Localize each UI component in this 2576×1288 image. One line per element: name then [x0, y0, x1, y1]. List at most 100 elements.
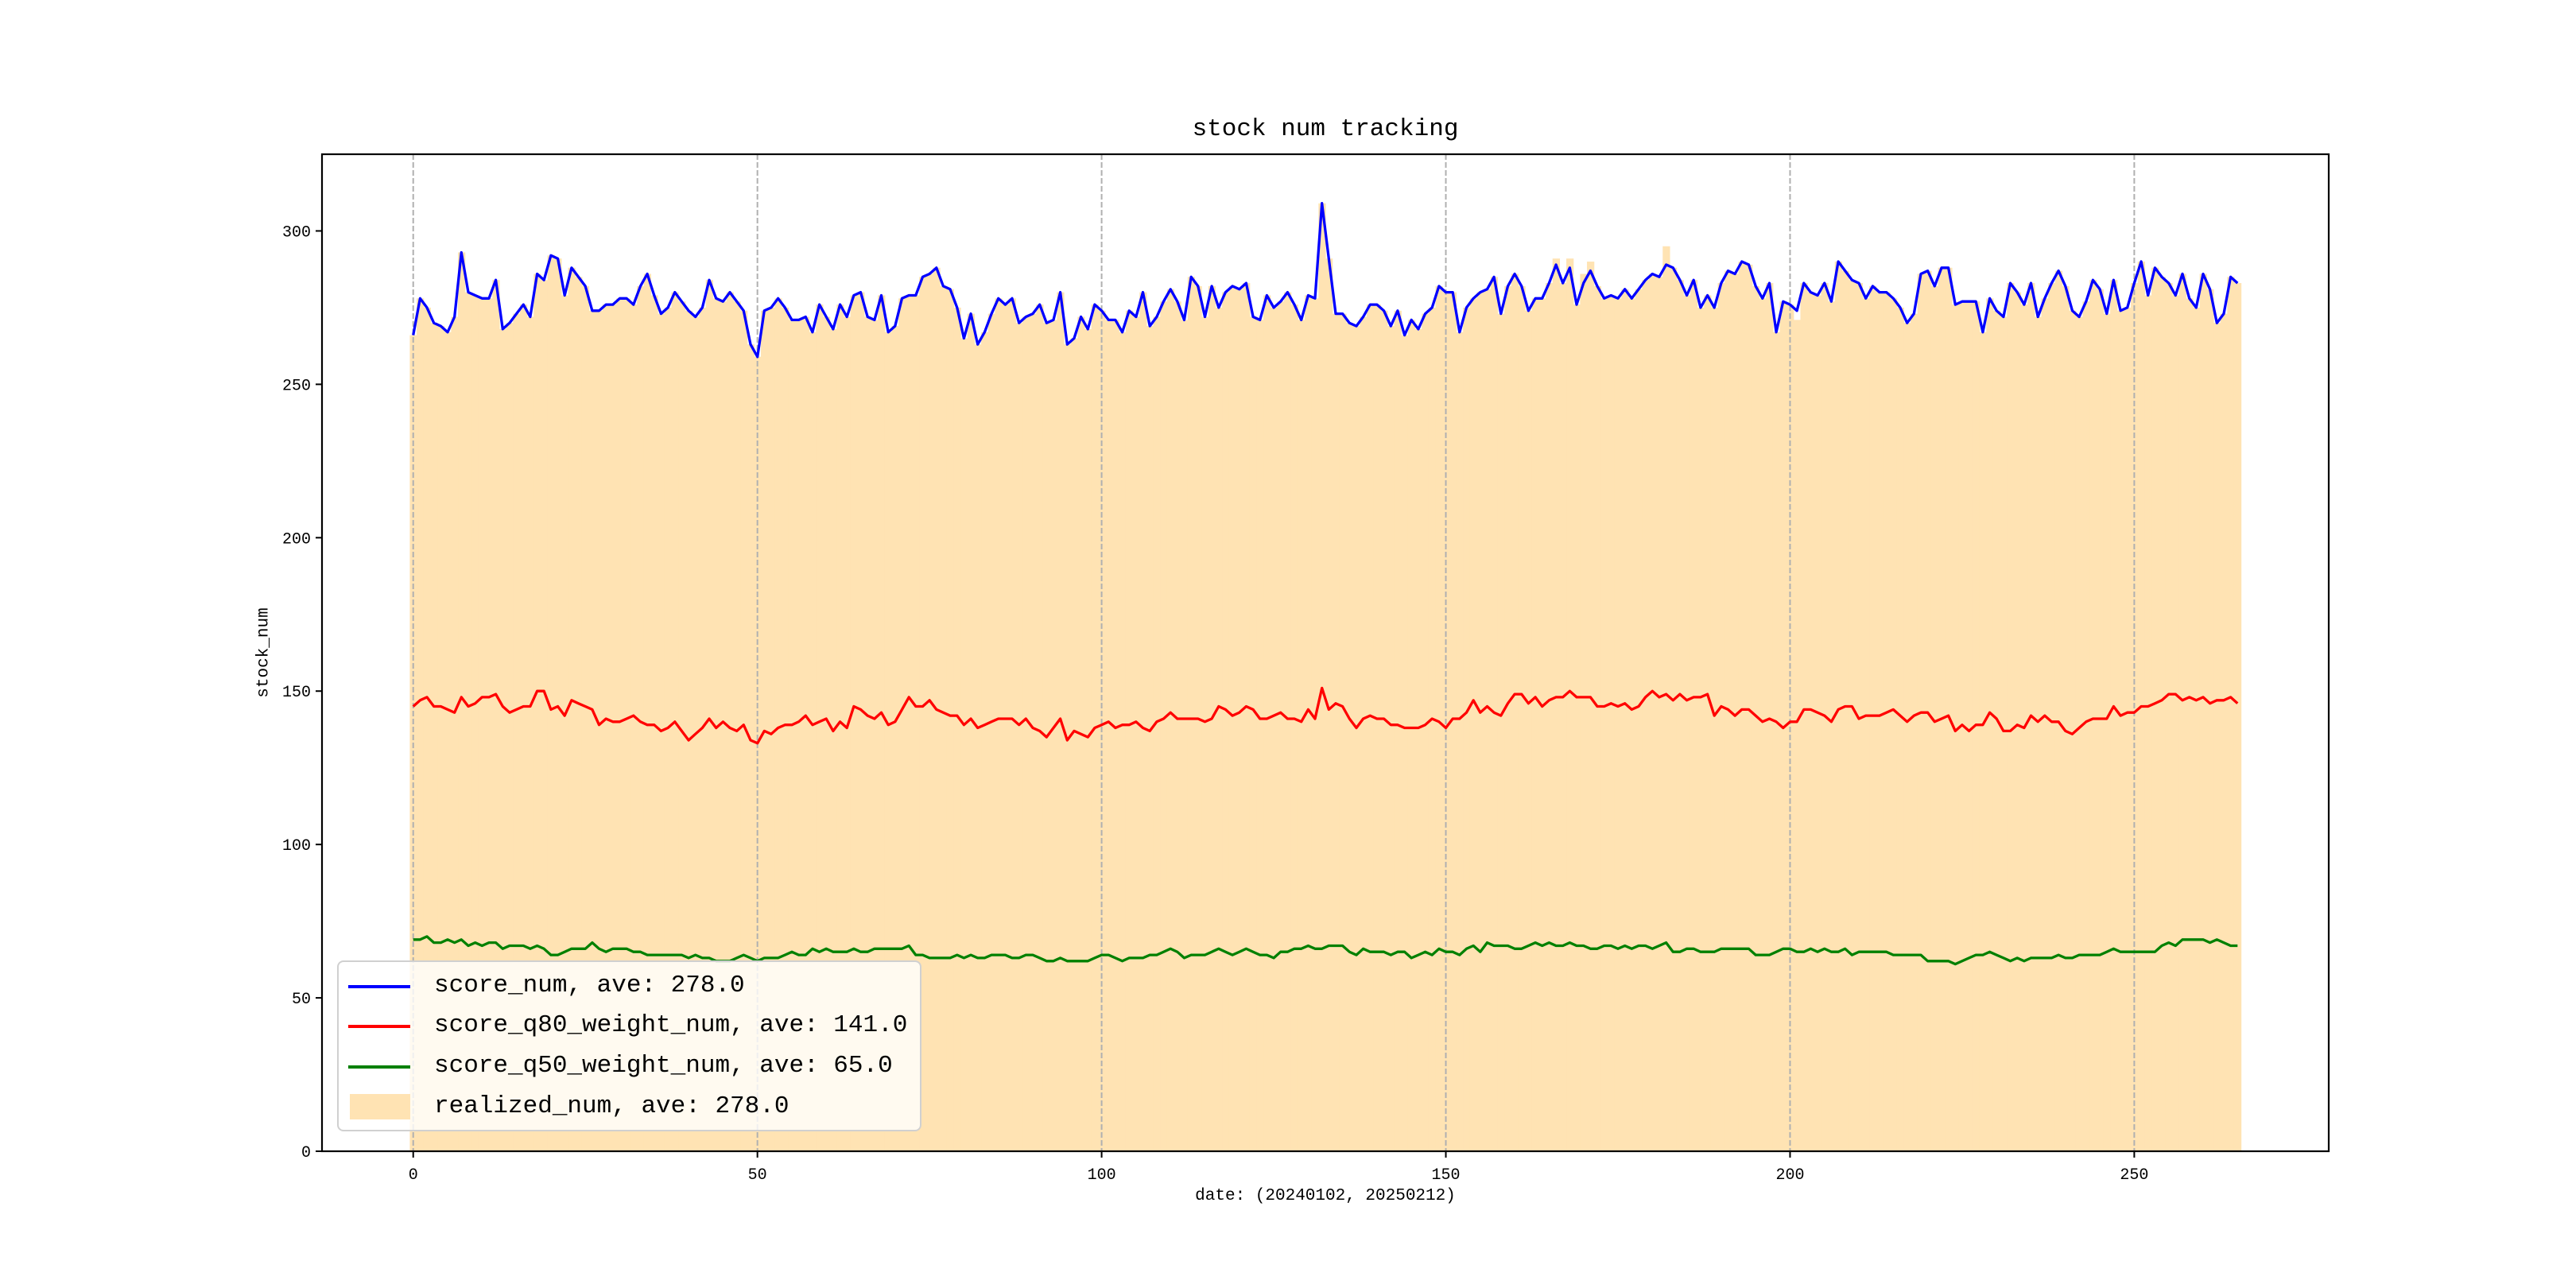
- realized-bar: [726, 292, 734, 1152]
- realized-bar: [2192, 307, 2201, 1151]
- realized-bar: [2131, 283, 2139, 1151]
- realized-bar: [1697, 307, 1705, 1151]
- realized-bar: [1352, 326, 1360, 1151]
- realized-bar: [581, 285, 590, 1152]
- realized-bar: [1890, 298, 1898, 1152]
- realized-bar: [464, 292, 472, 1152]
- realized-bar: [1504, 285, 1512, 1152]
- realized-bar: [1305, 295, 1313, 1151]
- realized-bar: [1222, 292, 1230, 1152]
- realized-bar: [1710, 307, 1719, 1151]
- realized-bar: [2165, 283, 2173, 1151]
- realized-bar: [1449, 292, 1457, 1152]
- realized-bar: [1752, 285, 1760, 1152]
- realized-bar: [705, 280, 713, 1152]
- realized-bar: [2110, 280, 2118, 1152]
- realized-bar: [878, 295, 886, 1151]
- realized-bar: [1394, 310, 1402, 1152]
- realized-bar: [1049, 320, 1057, 1151]
- realized-bar: [2199, 274, 2207, 1152]
- y-tick-label: 300: [282, 223, 311, 242]
- realized-bar: [774, 298, 782, 1152]
- realized-bar: [2089, 280, 2097, 1152]
- realized-bar: [1924, 270, 1932, 1151]
- realized-bar: [1228, 285, 1237, 1152]
- realized-bar: [1119, 332, 1127, 1151]
- realized-bar: [1029, 313, 1037, 1151]
- realized-bar: [995, 298, 1003, 1152]
- realized-bar: [1063, 344, 1072, 1151]
- realized-bar: [781, 307, 789, 1151]
- realized-bar: [795, 320, 803, 1151]
- realized-bar: [1125, 310, 1134, 1152]
- realized-bar: [1655, 277, 1663, 1151]
- legend-line-blue: [348, 985, 410, 988]
- realized-bar: [1903, 323, 1911, 1152]
- realized-bar: [451, 316, 459, 1151]
- realized-bar: [912, 295, 920, 1151]
- realized-bar: [2062, 285, 2070, 1152]
- realized-bar: [1339, 313, 1347, 1151]
- realized-bar: [437, 326, 445, 1151]
- realized-bar: [946, 289, 955, 1151]
- realized-bar: [575, 277, 583, 1151]
- realized-bar: [1318, 203, 1326, 1152]
- realized-bar: [1373, 305, 1381, 1152]
- realized-bar: [1704, 295, 1712, 1151]
- realized-bar: [1428, 307, 1437, 1151]
- realized-bar: [919, 277, 927, 1151]
- realized-bar: [1772, 332, 1781, 1151]
- realized-bar: [513, 313, 521, 1151]
- y-tick-label: 50: [292, 991, 311, 1009]
- axes-frame: [320, 153, 2330, 1153]
- realized-bar: [1366, 305, 1375, 1152]
- realized-bar: [1593, 285, 1601, 1152]
- realized-bar: [1979, 332, 1987, 1151]
- realized-bar: [1181, 320, 1189, 1151]
- realized-bar: [2172, 295, 2180, 1151]
- y-tick-label: 0: [301, 1144, 311, 1162]
- legend-patch-orange: [350, 1094, 410, 1119]
- realized-bar: [1284, 292, 1292, 1152]
- realized-bar: [1992, 310, 2001, 1152]
- realized-bar: [1676, 280, 1684, 1152]
- realized-bar: [1669, 267, 1678, 1152]
- realized-bar: [967, 313, 976, 1151]
- realized-bar: [1111, 320, 1119, 1151]
- realized-bar: [519, 305, 528, 1152]
- realized-bar: [1642, 280, 1650, 1152]
- realized-bar: [1793, 320, 1802, 1151]
- realized-bar: [478, 298, 487, 1152]
- realized-bar: [1236, 289, 1243, 1151]
- realized-bar: [822, 316, 831, 1151]
- realized-bar: [1862, 298, 1870, 1152]
- realized-bar: [884, 332, 893, 1151]
- realized-bar: [1311, 298, 1319, 1152]
- realized-bar: [1683, 295, 1691, 1151]
- realized-bar: [423, 307, 431, 1151]
- realized-bar: [1828, 301, 1836, 1151]
- realized-bar: [2186, 298, 2194, 1152]
- realized-bar: [816, 305, 824, 1152]
- realized-bar: [1401, 335, 1409, 1152]
- realized-bar: [1146, 326, 1154, 1151]
- x-tick-label: 50: [748, 1166, 767, 1185]
- realized-bar: [1965, 301, 1973, 1151]
- x-tick-label: 100: [1088, 1166, 1116, 1185]
- legend-label: realized_num, ave: 278.0: [434, 1092, 789, 1120]
- realized-bar: [1497, 313, 1505, 1151]
- legend-item-score-q50: score_q50_weight_num, ave: 65.0: [339, 1047, 920, 1087]
- realized-bar: [1104, 320, 1113, 1151]
- realized-bar: [623, 298, 631, 1152]
- realized-bar: [1759, 298, 1767, 1152]
- realized-bar: [850, 295, 858, 1151]
- realized-bar: [1938, 267, 1946, 1152]
- realized-bar: [2096, 289, 2105, 1151]
- realized-bar: [561, 295, 569, 1151]
- realized-bar: [1153, 316, 1161, 1151]
- legend-item-realized: realized_num, ave: 278.0: [339, 1088, 920, 1127]
- axis-ticks: 0 50 100 150 200 250 0 50 100 150 200 250 300: [282, 223, 2148, 1185]
- realized-bar: [685, 310, 693, 1152]
- realized-bar: [1435, 285, 1443, 1152]
- x-tick-label: 0: [409, 1166, 418, 1185]
